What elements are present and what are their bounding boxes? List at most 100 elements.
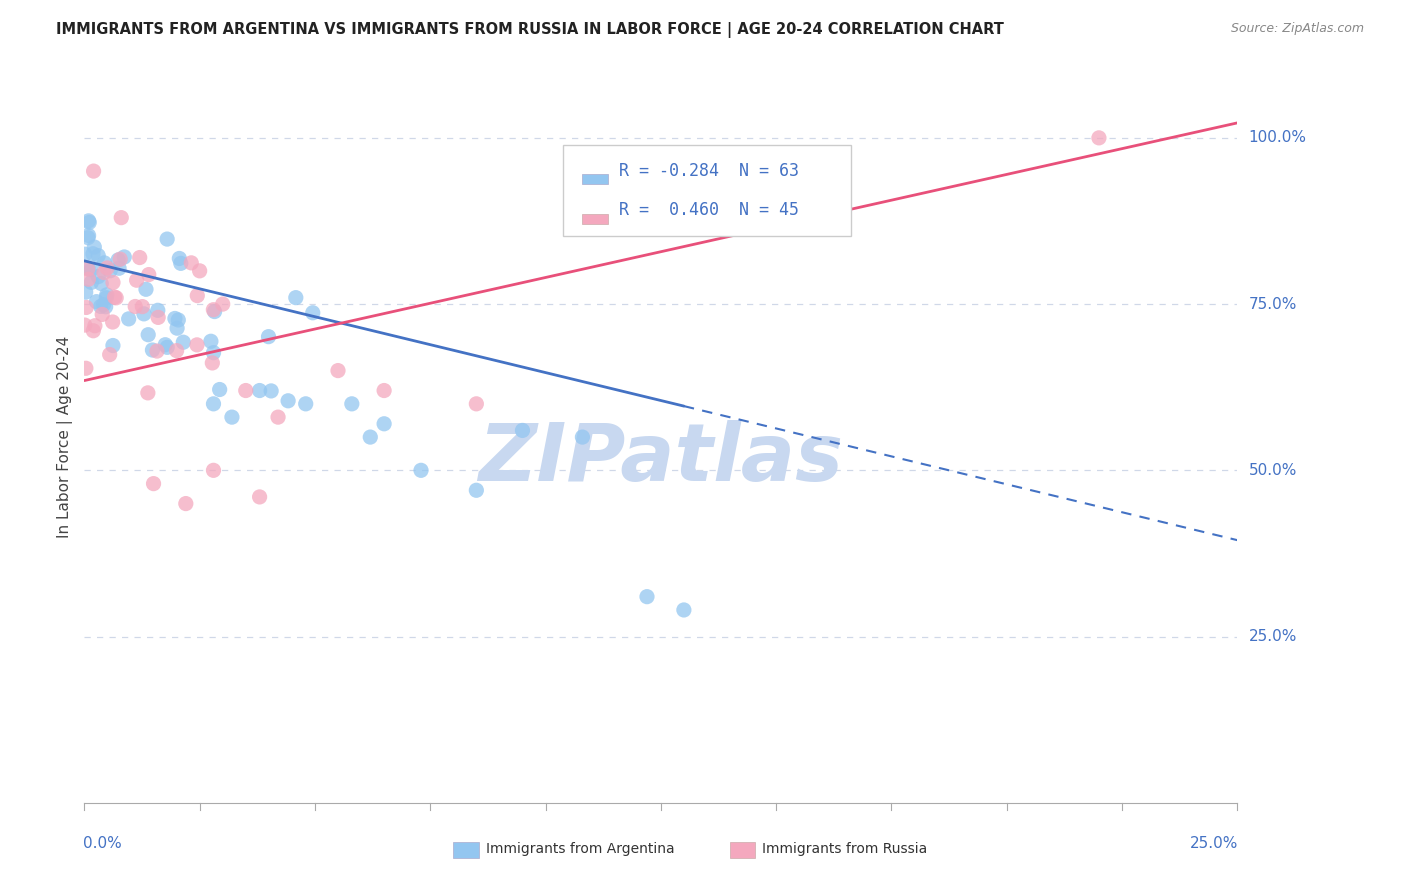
Point xyxy=(80,276,103,290)
Point xyxy=(301,306,323,320)
Point xyxy=(76,262,98,277)
Point xyxy=(98,348,121,362)
Point xyxy=(202,463,225,477)
Text: 75.0%: 75.0% xyxy=(1249,297,1296,311)
Point xyxy=(359,430,381,444)
Point xyxy=(257,329,280,343)
Text: R =  0.460  N = 45: R = 0.460 N = 45 xyxy=(619,201,800,219)
Point xyxy=(98,264,121,278)
Point xyxy=(512,424,534,438)
Point xyxy=(277,393,299,408)
Bar xyxy=(582,214,607,224)
Point xyxy=(87,269,110,284)
Point xyxy=(94,300,117,314)
Point xyxy=(77,214,100,228)
Point xyxy=(156,340,179,354)
Point xyxy=(221,410,243,425)
Point xyxy=(180,256,202,270)
Point xyxy=(373,417,395,431)
Point xyxy=(103,290,125,304)
Point xyxy=(110,211,132,225)
Point xyxy=(101,338,124,352)
Point xyxy=(90,300,112,314)
Point xyxy=(186,338,208,352)
Point xyxy=(77,261,100,276)
Point xyxy=(135,282,157,296)
Point xyxy=(75,285,97,300)
Text: Immigrants from Russia: Immigrants from Russia xyxy=(762,842,928,856)
Text: 25.0%: 25.0% xyxy=(1189,836,1239,851)
Point xyxy=(200,334,222,349)
Point xyxy=(169,252,191,266)
Point xyxy=(136,385,159,400)
Point xyxy=(166,343,188,358)
Point xyxy=(101,315,124,329)
Point xyxy=(77,272,100,286)
Bar xyxy=(582,174,607,185)
Point xyxy=(249,490,271,504)
Point xyxy=(77,228,100,243)
Point xyxy=(105,291,128,305)
Point xyxy=(465,483,488,498)
Point xyxy=(128,251,150,265)
Point xyxy=(142,476,165,491)
Point xyxy=(172,335,194,350)
Point xyxy=(201,356,224,370)
Point xyxy=(80,262,103,277)
Point xyxy=(326,363,349,377)
Point xyxy=(174,497,197,511)
Point xyxy=(77,215,100,229)
Point xyxy=(146,303,169,318)
Point xyxy=(75,301,97,315)
Point xyxy=(118,311,141,326)
Point xyxy=(96,291,118,305)
Text: ZIPatlas: ZIPatlas xyxy=(478,420,844,498)
Point xyxy=(284,291,307,305)
Point xyxy=(112,250,135,264)
Text: 100.0%: 100.0% xyxy=(1249,130,1306,145)
Point xyxy=(163,311,186,326)
Point xyxy=(75,361,97,376)
Point xyxy=(141,343,163,357)
Point xyxy=(235,384,257,398)
Text: Immigrants from Argentina: Immigrants from Argentina xyxy=(485,842,675,856)
Point xyxy=(211,297,233,311)
Point xyxy=(1088,131,1111,145)
Point xyxy=(96,288,118,302)
Point xyxy=(672,603,695,617)
Point xyxy=(186,288,208,302)
Point xyxy=(260,384,283,398)
Point xyxy=(208,383,231,397)
Point xyxy=(636,590,658,604)
Point xyxy=(83,240,105,254)
Text: Source: ZipAtlas.com: Source: ZipAtlas.com xyxy=(1230,22,1364,36)
Text: IMMIGRANTS FROM ARGENTINA VS IMMIGRANTS FROM RUSSIA IN LABOR FORCE | AGE 20-24 C: IMMIGRANTS FROM ARGENTINA VS IMMIGRANTS … xyxy=(56,22,1004,38)
Point xyxy=(373,384,395,398)
Point xyxy=(87,249,110,263)
Point xyxy=(108,261,131,276)
Point xyxy=(91,308,114,322)
Bar xyxy=(453,841,478,858)
Point xyxy=(73,247,96,261)
Point xyxy=(202,345,225,359)
Point xyxy=(294,397,316,411)
Point xyxy=(138,268,160,282)
Point xyxy=(170,256,193,270)
Point xyxy=(83,164,105,178)
Point xyxy=(90,277,112,291)
Point xyxy=(93,298,115,312)
Bar xyxy=(730,841,755,858)
Point xyxy=(83,318,105,333)
Point xyxy=(146,310,169,325)
Point xyxy=(77,230,100,244)
Text: 25.0%: 25.0% xyxy=(1249,629,1296,644)
Point xyxy=(249,384,271,398)
Point xyxy=(166,321,188,335)
Point xyxy=(86,294,108,309)
Point xyxy=(96,260,118,275)
Point xyxy=(93,256,115,270)
Point xyxy=(204,304,226,318)
Point xyxy=(107,252,129,267)
Point xyxy=(125,273,148,287)
Point xyxy=(267,410,290,425)
